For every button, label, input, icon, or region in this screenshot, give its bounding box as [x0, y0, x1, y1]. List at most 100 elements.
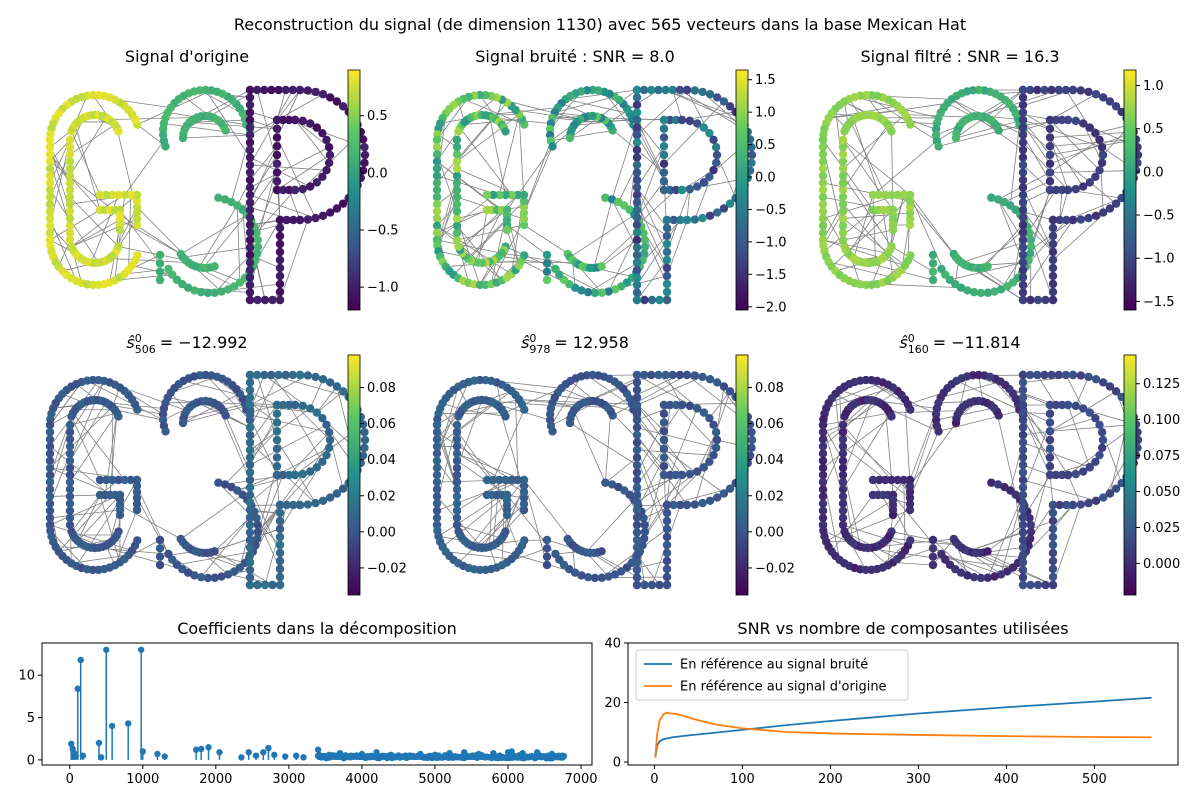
y-tick-label: 5: [27, 711, 35, 726]
title-value: = 12.958: [554, 333, 628, 352]
graph-node: [273, 125, 281, 133]
graph-node: [633, 243, 641, 251]
graph-node: [1092, 212, 1100, 220]
graph-node: [819, 464, 827, 472]
graph-node: [1026, 581, 1034, 589]
graph-edge: [1027, 475, 1050, 512]
graph-edge: [438, 413, 503, 414]
graph-node: [678, 471, 686, 479]
graph-node: [453, 179, 461, 187]
graph-node: [663, 573, 671, 581]
graph-node: [319, 375, 327, 383]
stems: [68, 647, 566, 761]
graph-node: [156, 251, 164, 259]
graph-node: [1049, 557, 1057, 565]
graph-node: [633, 573, 641, 581]
graph-node: [693, 467, 701, 475]
graph-node: [839, 172, 847, 180]
graph-node: [676, 371, 684, 379]
graph-node: [839, 471, 847, 479]
graph-node: [246, 131, 254, 139]
graph-node: [276, 533, 284, 541]
graph-node: [273, 436, 281, 444]
graph-node: [246, 491, 254, 499]
panel-title: Signal filtré : SNR = 16.3: [860, 47, 1059, 66]
graph-edge: [570, 423, 637, 465]
graph-node: [633, 168, 641, 176]
colorbar-tick-label: −0.02: [367, 561, 407, 576]
graph-node: [246, 461, 254, 469]
graph-node: [501, 412, 509, 420]
graph-node: [276, 296, 284, 304]
graph-node: [453, 214, 461, 222]
graph-node: [156, 552, 164, 560]
graph-node: [660, 418, 668, 426]
graph-node: [543, 536, 551, 544]
graph-node: [453, 143, 461, 151]
colorbar-tick-label: −0.5: [755, 203, 787, 218]
panel-title: Signal bruité : SNR = 8.0: [475, 47, 675, 66]
graph-node: [246, 116, 254, 124]
graph-node: [1019, 138, 1027, 146]
graph-node: [1019, 528, 1027, 536]
graph-node: [306, 467, 314, 475]
graph-node: [1092, 90, 1100, 98]
graph-node: [246, 93, 254, 101]
graph-node: [304, 86, 312, 94]
colorbar-tick-label: 0.100: [1143, 413, 1180, 428]
graph-node: [276, 541, 284, 549]
graph-node: [663, 565, 671, 573]
graph-node: [246, 408, 254, 416]
stem-marker: [476, 751, 482, 757]
graph-node: [276, 240, 284, 248]
graph-node: [433, 435, 441, 443]
graph-node: [179, 419, 187, 427]
graph-node: [246, 206, 254, 214]
graph-edge: [181, 495, 243, 539]
graph-node: [660, 445, 668, 453]
graph-node: [839, 193, 847, 201]
graph-edge: [199, 206, 237, 268]
graph-node: [453, 164, 461, 172]
graph-node: [276, 224, 284, 232]
graph-node: [1049, 240, 1057, 248]
graph-node: [1049, 517, 1057, 525]
graph-node: [633, 438, 641, 446]
graph-node: [952, 419, 960, 427]
graph-node: [1084, 373, 1092, 381]
graph-node: [66, 521, 74, 529]
graph-node: [276, 565, 284, 573]
graph-node: [1019, 206, 1027, 214]
graph-node: [633, 498, 641, 506]
graph-node: [660, 401, 668, 409]
graph-node: [246, 86, 254, 94]
graph-node: [663, 264, 671, 272]
graph-node: [273, 177, 281, 185]
graph-node: [633, 281, 641, 289]
graph-node: [713, 208, 721, 216]
graph-node: [453, 421, 461, 429]
graph-edge: [72, 131, 100, 195]
graph-node: [46, 478, 54, 486]
graph-node: [46, 442, 54, 450]
graph-node: [647, 86, 655, 94]
stem-marker: [246, 749, 252, 755]
graph-node: [453, 236, 461, 244]
graph-node: [276, 288, 284, 296]
graph-edge: [877, 284, 961, 288]
graph-node: [839, 428, 847, 436]
graph-node: [246, 378, 254, 386]
stem-marker: [238, 754, 244, 760]
graph-node: [654, 86, 662, 94]
graph-edge: [457, 454, 524, 492]
graph-node: [1019, 438, 1027, 446]
graph-node: [633, 491, 641, 499]
graph-edge: [524, 141, 551, 213]
graph-node: [597, 547, 605, 555]
graph-node: [819, 457, 827, 465]
graph-node: [246, 551, 254, 559]
graph-node: [937, 550, 945, 558]
graph-node: [1099, 436, 1107, 444]
graph-node: [1019, 453, 1027, 461]
